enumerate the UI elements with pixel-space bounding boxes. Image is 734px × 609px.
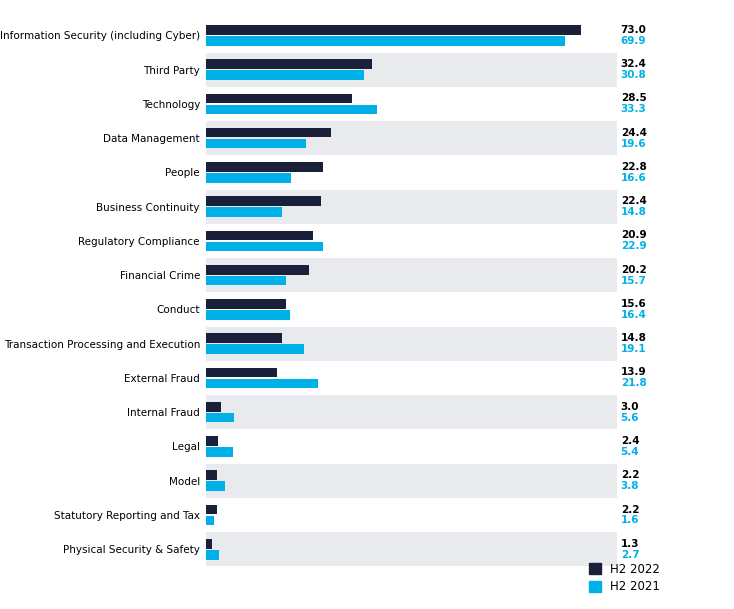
Text: 20.2: 20.2 [621,265,647,275]
Text: 14.8: 14.8 [621,207,647,217]
Bar [206,258,617,292]
Bar [206,550,219,560]
Bar [206,498,617,532]
Text: 30.8: 30.8 [621,70,647,80]
Bar [206,276,286,286]
Bar [206,368,277,377]
Text: 21.8: 21.8 [621,378,647,389]
Bar [206,361,617,395]
Bar [206,173,291,183]
Legend: H2 2022, H2 2021: H2 2022, H2 2021 [589,563,660,593]
Text: 1.3: 1.3 [621,539,639,549]
Bar [206,86,617,121]
Bar [206,379,318,389]
Text: 16.6: 16.6 [621,173,647,183]
Bar [206,162,323,172]
Bar [206,516,214,525]
Text: 2.7: 2.7 [621,550,639,560]
Bar [206,333,282,343]
Bar [206,413,234,423]
Bar [206,207,282,217]
Text: 28.5: 28.5 [621,93,647,104]
Bar [206,36,564,46]
Text: 1.6: 1.6 [621,515,639,526]
Bar [206,94,352,104]
Bar [206,196,321,206]
Bar [206,128,331,138]
Text: 5.4: 5.4 [621,447,639,457]
Text: 69.9: 69.9 [621,36,646,46]
Text: 2.4: 2.4 [621,436,639,446]
Bar [206,395,617,429]
Bar [206,265,309,275]
Text: 3.0: 3.0 [621,402,639,412]
Bar [206,231,313,240]
Text: 15.6: 15.6 [621,299,647,309]
Bar [206,139,306,149]
Bar [206,105,377,114]
Text: 32.4: 32.4 [621,59,647,69]
Bar [206,25,581,35]
Text: 73.0: 73.0 [621,25,647,35]
Bar [206,463,617,498]
Text: 2.2: 2.2 [621,504,639,515]
Text: 22.4: 22.4 [621,196,647,206]
Bar [206,532,617,566]
Text: 2.2: 2.2 [621,470,639,481]
Bar [206,155,617,189]
Bar [206,299,286,309]
Text: 3.8: 3.8 [621,481,639,491]
Bar [206,121,617,155]
Text: 13.9: 13.9 [621,367,647,378]
Bar [206,18,617,52]
Bar [206,242,323,251]
Text: 24.4: 24.4 [621,128,647,138]
Text: 22.9: 22.9 [621,241,647,252]
Text: 33.3: 33.3 [621,104,647,114]
Text: 5.6: 5.6 [621,413,639,423]
Bar [206,326,617,361]
Bar [206,60,372,69]
Bar [206,447,233,457]
Text: 14.8: 14.8 [621,333,647,343]
Bar [206,505,217,514]
Text: 20.9: 20.9 [621,230,647,241]
Text: 22.8: 22.8 [621,162,647,172]
Bar [206,70,364,80]
Bar [206,189,617,224]
Bar [206,429,617,463]
Bar [206,310,290,320]
Bar [206,52,617,86]
Bar [206,470,217,480]
Bar [206,224,617,258]
Bar [206,292,617,326]
Text: 19.1: 19.1 [621,344,647,354]
Text: 16.4: 16.4 [621,310,647,320]
Text: 19.6: 19.6 [621,139,647,149]
Text: 15.7: 15.7 [621,276,647,286]
Bar [206,539,212,549]
Bar [206,402,221,412]
Bar [206,345,304,354]
Bar [206,436,218,446]
Bar [206,481,225,491]
